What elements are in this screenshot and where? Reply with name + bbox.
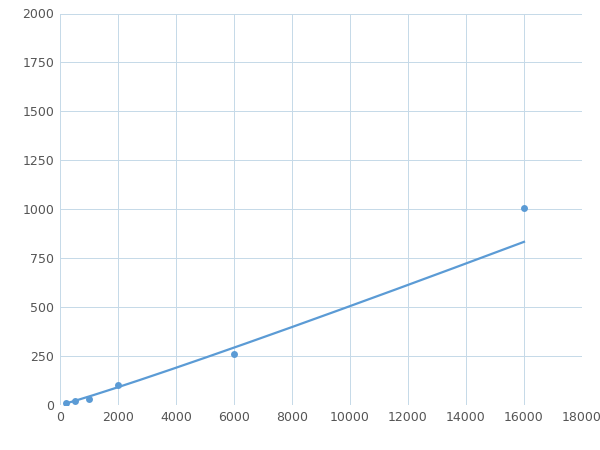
Point — [61, 400, 71, 407]
Point — [84, 396, 94, 403]
Point — [70, 397, 79, 405]
Point — [519, 205, 529, 212]
Point — [229, 351, 239, 358]
Point — [113, 382, 123, 389]
